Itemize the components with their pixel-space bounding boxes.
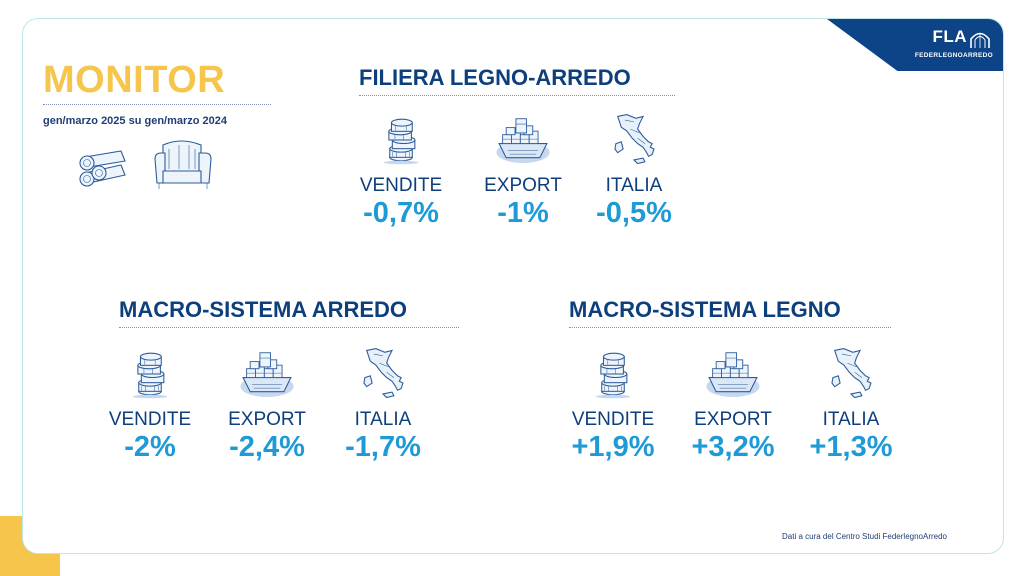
- metric-filiera-export: EXPORT -1%: [463, 111, 583, 228]
- metric-value: -2,4%: [229, 431, 305, 463]
- metric-value: -0,5%: [596, 197, 672, 229]
- metric-arredo-export: EXPORT -2,4%: [207, 345, 327, 462]
- metric-label: EXPORT: [228, 409, 306, 430]
- logo-mark: FLA: [932, 27, 967, 46]
- metric-legno-export: EXPORT +3,2%: [673, 345, 793, 462]
- metric-value: +1,9%: [571, 431, 655, 463]
- metric-label: ITALIA: [822, 409, 880, 430]
- metric-label: ITALIA: [605, 175, 663, 196]
- section-divider: [119, 327, 459, 328]
- metric-filiera-italia: ITALIA -0,5%: [574, 111, 694, 228]
- fla-logo: FLA FEDERLEGNOARREDO: [827, 19, 1003, 71]
- italy-map-icon: [606, 111, 662, 169]
- logo-name: FEDERLEGNOARREDO: [914, 52, 993, 59]
- cargo-ship-icon: [492, 111, 554, 169]
- italy-map-icon: [355, 345, 411, 403]
- metric-value: -0,7%: [363, 197, 439, 229]
- section-title-arredo: MACRO-SISTEMA ARREDO: [119, 297, 408, 322]
- metric-arredo-vendite: VENDITE -2%: [90, 345, 210, 462]
- metric-value: -2%: [124, 431, 176, 463]
- section-title-legno: MACRO-SISTEMA LEGNO: [569, 297, 841, 322]
- page-subtitle: gen/marzo 2025 su gen/marzo 2024: [43, 115, 228, 127]
- coins-stack-icon: [375, 111, 427, 169]
- metric-filiera-vendite: VENDITE -0,7%: [341, 111, 461, 228]
- metric-label: VENDITE: [359, 175, 443, 196]
- metric-value: +3,2%: [691, 431, 775, 463]
- metric-value: -1,7%: [345, 431, 421, 463]
- logo-arch-icon: [970, 32, 990, 48]
- section-divider: [569, 327, 891, 328]
- metric-label: EXPORT: [484, 175, 562, 196]
- page-title: MONITOR: [43, 59, 226, 101]
- metric-label: VENDITE: [108, 409, 192, 430]
- metric-label: VENDITE: [571, 409, 655, 430]
- source-credit: Dati a cura del Centro Studi FederlegnoA…: [782, 532, 947, 541]
- metric-label: EXPORT: [694, 409, 772, 430]
- section-title-filiera: FILIERA LEGNO-ARREDO: [359, 65, 631, 90]
- coins-stack-icon: [587, 345, 639, 403]
- title-divider: [43, 104, 271, 105]
- metric-label: ITALIA: [354, 409, 412, 430]
- metric-arredo-italia: ITALIA -1,7%: [323, 345, 443, 462]
- metric-value: -1%: [497, 197, 549, 229]
- cargo-ship-icon: [702, 345, 764, 403]
- coins-stack-icon: [124, 345, 176, 403]
- section-divider: [359, 95, 675, 96]
- italy-map-icon: [823, 345, 879, 403]
- infographic-panel: FLA FEDERLEGNOARREDO MONITOR gen/marzo 2…: [22, 18, 1004, 554]
- metric-value: +1,3%: [809, 431, 893, 463]
- wood-logs-icon: [79, 150, 126, 187]
- metric-legno-vendite: VENDITE +1,9%: [553, 345, 673, 462]
- metric-legno-italia: ITALIA +1,3%: [791, 345, 911, 462]
- armchair-icon: [154, 140, 212, 189]
- cargo-ship-icon: [236, 345, 298, 403]
